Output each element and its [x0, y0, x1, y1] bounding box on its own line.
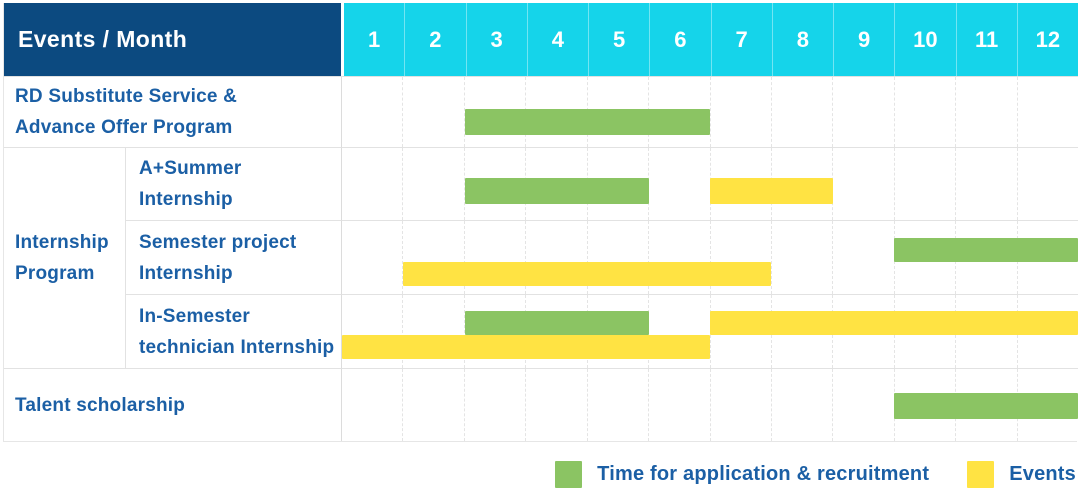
gantt-row-chart: [341, 368, 1078, 441]
gantt-row-chart: [341, 147, 1078, 220]
gantt-row-chart: [341, 76, 1078, 147]
month-gridline-cell: [956, 148, 1018, 220]
yellow-swatch-icon: [967, 461, 995, 488]
legend-label-events: Events: [1009, 463, 1076, 485]
events-month-header-label: Events / Month: [18, 26, 188, 52]
month-gridline-cell: [895, 148, 957, 220]
gantt-table: Events / Month 1 2 3 4 5 6 7 8 9 10 11 12 RD Substi…: [3, 3, 1078, 442]
gantt-bar-application: [894, 238, 1078, 262]
label-line: Advance Offer Program: [15, 117, 233, 138]
legend-label-application: Time for application & recruitment: [597, 463, 930, 485]
month-header-cell: 12: [1035, 26, 1061, 52]
month-gridlines: [342, 77, 1078, 147]
month-header-cell: 6: [650, 3, 712, 76]
gantt-bar-application: [894, 393, 1078, 419]
group-label-internship-program: Internship Program: [4, 147, 125, 368]
row-label: Talent scholarship: [4, 368, 341, 441]
month-gridline-cell: [342, 369, 404, 441]
sub-row-label: A+Summer Internship: [125, 147, 341, 220]
month-gridline-cell: [833, 148, 895, 220]
month-gridline-cell: [1018, 148, 1078, 220]
month-gridline-cell: [956, 77, 1018, 147]
month-gridline-cell: [772, 77, 834, 147]
month-header-cell: 3: [467, 3, 528, 76]
month-header-cell: 5: [589, 3, 651, 76]
gantt-bar-application: [464, 109, 710, 135]
month-header-cell: 11: [957, 3, 1018, 76]
month-gridline-cell: [403, 77, 465, 147]
legend-item-application: Time for application & recruitment: [555, 461, 929, 488]
month-gridline-cell: [526, 369, 588, 441]
month-gridline-cell: [711, 77, 772, 147]
label-line: technician Internship: [139, 336, 335, 358]
month-gridline-cell: [403, 148, 465, 220]
label-line: Internship: [139, 262, 233, 284]
green-swatch-icon: [555, 461, 583, 488]
month-gridline-cell: [403, 369, 465, 441]
month-gridline-cell: [772, 221, 834, 294]
month-header-cell: 9: [834, 3, 896, 76]
month-gridline-cell: [342, 148, 404, 220]
events-month-header-cell: Events / Month: [4, 3, 341, 76]
month-gridline-cell: [465, 369, 527, 441]
label-line: Semester project: [139, 231, 297, 253]
month-header-cell: 8: [773, 3, 834, 76]
gantt-row-chart: [341, 220, 1078, 294]
gantt-row-chart: [341, 294, 1078, 368]
label-line: Program: [15, 263, 95, 284]
month-header-row: 1 2 3 4 5 6 7 8 9 10 11 12: [341, 3, 1078, 76]
sub-row-label: Semester project Internship: [125, 220, 341, 294]
month-gridline-cell: [772, 369, 834, 441]
month-header-cell: 2: [405, 3, 467, 76]
label-line: A+Summer: [139, 158, 242, 179]
label-line: Internship: [139, 189, 233, 210]
month-gridline-cell: [342, 77, 404, 147]
month-header-cell: 1: [344, 3, 406, 76]
month-header-cell: 4: [528, 3, 589, 76]
gantt-bar-event: [342, 335, 710, 359]
month-gridline-cell: [711, 369, 772, 441]
month-header-cell: 7: [712, 3, 773, 76]
month-gridline-cell: [895, 77, 957, 147]
month-gridline-cell: [588, 369, 650, 441]
month-gridline-cell: [649, 148, 711, 220]
label-line: In-Semester: [139, 305, 250, 327]
sub-row-label: In-Semester technician Internship: [125, 294, 341, 368]
month-gridline-cell: [833, 77, 895, 147]
label-line: RD Substitute Service &: [15, 86, 238, 107]
gantt-bar-application: [464, 311, 649, 335]
month-gridline-cell: [833, 221, 895, 294]
label-line: Internship: [15, 232, 109, 253]
legend: Time for application & recruitment Event…: [555, 461, 1076, 488]
month-gridline-cell: [833, 369, 895, 441]
month-gridline-cell: [342, 221, 404, 294]
legend-item-events: Events: [967, 461, 1076, 488]
month-gridline-cell: [1018, 77, 1078, 147]
gantt-bar-event: [403, 262, 772, 286]
row-label: RD Substitute Service & Advance Offer Pro…: [4, 76, 341, 147]
gantt-bar-event: [710, 178, 833, 204]
month-header-cell: 10: [895, 3, 957, 76]
gantt-bar-application: [464, 178, 649, 204]
gantt-bar-event: [710, 311, 1078, 335]
label-line: Talent scholarship: [15, 394, 186, 416]
month-gridline-cell: [649, 369, 711, 441]
